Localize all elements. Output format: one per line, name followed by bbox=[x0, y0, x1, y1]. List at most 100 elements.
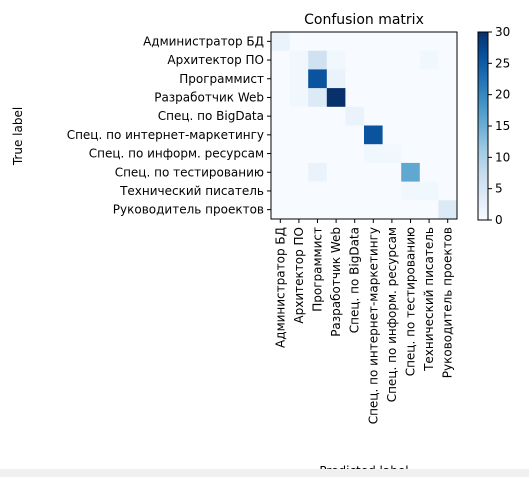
heatmap-cell bbox=[308, 200, 327, 219]
y-tick-label: Архитектор ПО bbox=[167, 53, 264, 67]
colorbar-tick-label: 20 bbox=[495, 88, 510, 102]
heatmap-cell bbox=[345, 88, 364, 107]
heatmap-cell bbox=[271, 107, 290, 126]
heatmap-cell bbox=[345, 69, 364, 88]
x-tick-label: Администратор БД bbox=[273, 227, 287, 348]
heatmap-cell bbox=[327, 32, 346, 51]
heatmap-cell bbox=[383, 200, 402, 219]
heatmap-cell bbox=[327, 200, 346, 219]
heatmap-cell bbox=[383, 144, 402, 163]
heatmap-cell bbox=[327, 88, 346, 107]
x-tick-label: Спец. по BigData bbox=[348, 227, 362, 333]
colorbar-ticks: 0 5 10 15 20 25 30 bbox=[488, 25, 510, 227]
heatmap-cell bbox=[438, 182, 457, 201]
heatmap-cell bbox=[438, 51, 457, 70]
y-tick-label: Спец. по BigData bbox=[158, 109, 264, 123]
colorbar bbox=[478, 32, 488, 220]
colorbar-tick-label: 15 bbox=[495, 119, 510, 133]
heatmap-cell bbox=[271, 32, 290, 51]
heatmap-cell bbox=[401, 51, 420, 70]
heatmap-cell bbox=[271, 144, 290, 163]
heatmap-cell bbox=[271, 69, 290, 88]
colorbar-tick-label: 25 bbox=[495, 56, 510, 70]
heatmap-cell bbox=[290, 126, 309, 145]
x-tick-label: Руководитель проектов bbox=[441, 227, 455, 378]
heatmap-cell bbox=[345, 32, 364, 51]
heatmap-cell bbox=[290, 51, 309, 70]
heatmap-cell bbox=[290, 182, 309, 201]
colorbar-tick-label: 30 bbox=[495, 25, 510, 39]
heatmap-cell bbox=[420, 107, 439, 126]
y-tick-label: Руководитель проектов bbox=[113, 203, 264, 217]
x-tick-label: Спец. по информ. ресурсам bbox=[385, 227, 399, 402]
y-tick-label: Технический писатель bbox=[119, 184, 264, 198]
colorbar-tick-label: 10 bbox=[495, 150, 510, 164]
heatmap-cell bbox=[420, 126, 439, 145]
heatmap-cell bbox=[438, 88, 457, 107]
heatmap-cell bbox=[290, 200, 309, 219]
heatmap-cell bbox=[438, 163, 457, 182]
heatmap-cell bbox=[364, 69, 383, 88]
heatmap-cell bbox=[364, 126, 383, 145]
y-tick-labels: Администратор БДАрхитектор ПОПрограммист… bbox=[67, 34, 271, 216]
heatmap-cell bbox=[401, 88, 420, 107]
heatmap-cell bbox=[327, 51, 346, 70]
heatmap-cell bbox=[345, 51, 364, 70]
heatmap-cell bbox=[383, 126, 402, 145]
heatmap-cell bbox=[271, 163, 290, 182]
x-tick-label: Спец. по интернет-маркетингу bbox=[366, 227, 380, 424]
y-tick-label: Спец. по интернет-маркетингу bbox=[67, 128, 264, 142]
heatmap-cell bbox=[383, 32, 402, 51]
heatmap-cell bbox=[364, 144, 383, 163]
heatmap-cell bbox=[420, 182, 439, 201]
heatmap-cell bbox=[438, 32, 457, 51]
heatmap-cell bbox=[308, 126, 327, 145]
heatmap-cell bbox=[420, 88, 439, 107]
heatmap-cell bbox=[401, 69, 420, 88]
heatmap-cell bbox=[364, 200, 383, 219]
heatmap-cell bbox=[420, 69, 439, 88]
colorbar-tick-label: 5 bbox=[495, 182, 503, 196]
heatmap-cell bbox=[438, 69, 457, 88]
y-axis-label: True label bbox=[11, 107, 25, 166]
heatmap-cell bbox=[271, 200, 290, 219]
heatmap-cell bbox=[383, 88, 402, 107]
window-bottom-bar bbox=[0, 469, 529, 477]
y-tick-label: Программист bbox=[179, 72, 264, 86]
heatmap-cell bbox=[308, 88, 327, 107]
heatmap-cell bbox=[401, 32, 420, 51]
heatmap-cell bbox=[401, 126, 420, 145]
heatmap-cell bbox=[308, 163, 327, 182]
heatmap-cell bbox=[271, 88, 290, 107]
heatmap-cell bbox=[383, 51, 402, 70]
heatmap-cell bbox=[420, 163, 439, 182]
heatmap-cell bbox=[383, 182, 402, 201]
colorbar-tick-label: 0 bbox=[495, 213, 503, 227]
x-tick-label: Спец. по тестированию bbox=[404, 227, 418, 376]
x-tick-label: Разработчик Web bbox=[329, 227, 343, 337]
heatmap-cell bbox=[308, 182, 327, 201]
heatmap-cell bbox=[364, 107, 383, 126]
heatmap-cell bbox=[290, 163, 309, 182]
heatmap-cell bbox=[401, 200, 420, 219]
heatmap-cell bbox=[327, 126, 346, 145]
heatmap-cell bbox=[327, 163, 346, 182]
heatmap-cell bbox=[290, 69, 309, 88]
heatmap-cell bbox=[308, 69, 327, 88]
heatmap-cells bbox=[271, 32, 457, 219]
heatmap-cell bbox=[438, 107, 457, 126]
heatmap-cell bbox=[401, 144, 420, 163]
heatmap-cell bbox=[271, 182, 290, 201]
heatmap-cell bbox=[420, 200, 439, 219]
heatmap-cell bbox=[401, 163, 420, 182]
heatmap-cell bbox=[271, 126, 290, 145]
heatmap-cell bbox=[364, 32, 383, 51]
x-tick-labels: Администратор БД Архитектор ПО Программист… bbox=[273, 219, 454, 424]
heatmap-cell bbox=[327, 182, 346, 201]
heatmap-cell bbox=[401, 107, 420, 126]
heatmap-cell bbox=[345, 182, 364, 201]
x-tick-label: Архитектор ПО bbox=[292, 227, 306, 324]
heatmap-cell bbox=[290, 88, 309, 107]
